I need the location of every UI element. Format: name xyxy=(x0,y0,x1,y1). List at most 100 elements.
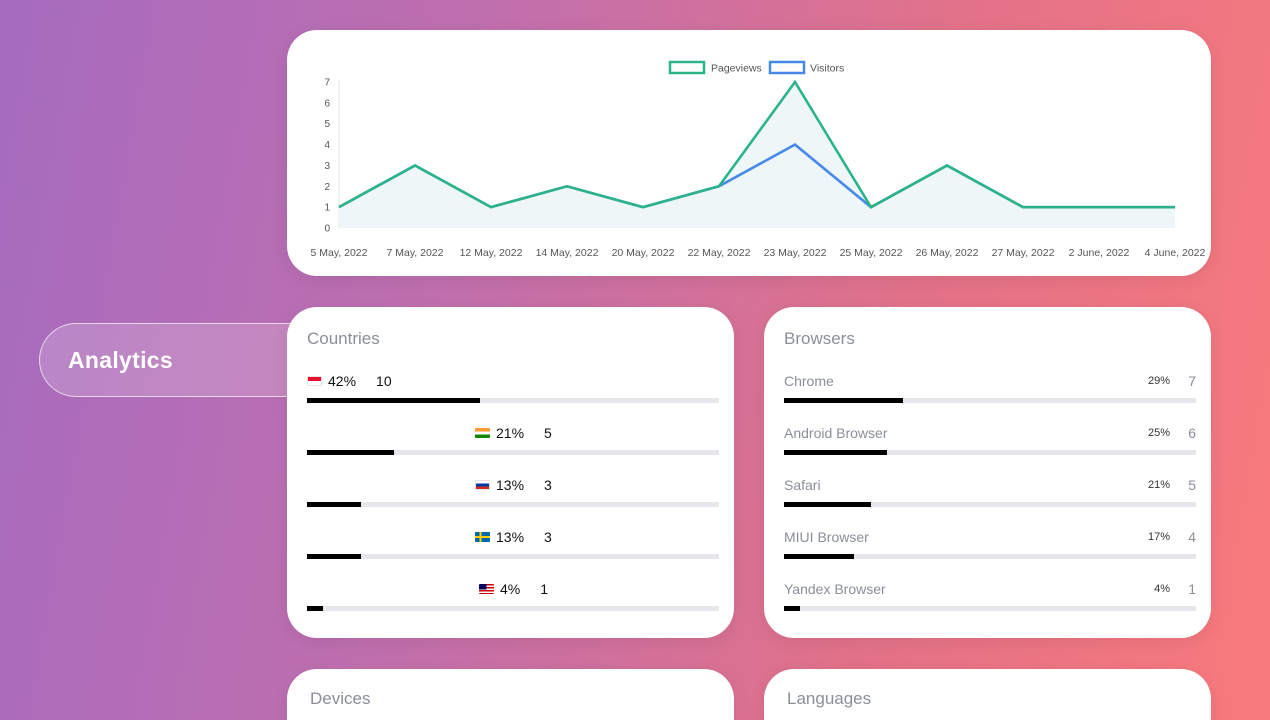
browser-name: Safari xyxy=(784,477,821,493)
country-count: 3 xyxy=(544,477,552,493)
country-bar-track xyxy=(307,450,719,455)
country-bar-track xyxy=(307,502,719,507)
browser-percent: 21% xyxy=(1147,479,1170,491)
browsers-card: Browsers Chrome 29% 7 Android Browser 25… xyxy=(764,307,1211,638)
browser-percent: 25% xyxy=(1147,427,1170,439)
browsers-title: Browsers xyxy=(784,329,855,348)
browser-row[interactable]: MIUI Browser 17% 4 xyxy=(784,529,1196,559)
country-info: 4% 1 xyxy=(479,581,548,597)
country-bar-fill xyxy=(307,554,361,559)
malaysia-flag-icon xyxy=(479,584,494,594)
visitors-legend-swatch xyxy=(768,60,806,75)
country-percent: 42% xyxy=(328,373,357,389)
traffic-line-chart: 0 1 2 3 4 5 6 7 5 May, 2022 7 May, 2022 12 May, 20… xyxy=(310,60,1206,259)
y-tick-label: 1 xyxy=(324,203,330,214)
pageviews-legend-swatch xyxy=(668,60,706,75)
browser-bar-fill xyxy=(784,606,801,611)
x-tick-label: 23 May, 2022 xyxy=(764,247,827,259)
country-count: 5 xyxy=(544,425,552,441)
y-tick-label: 3 xyxy=(324,161,330,172)
country-info: 21% 5 xyxy=(475,425,552,441)
browser-bar-track xyxy=(784,502,1196,507)
y-tick-label: 6 xyxy=(324,98,330,109)
russia-flag-icon xyxy=(475,480,490,490)
browser-count: 5 xyxy=(1188,477,1196,493)
x-tick-label: 20 May, 2022 xyxy=(612,247,675,259)
x-tick-label: 12 May, 2022 xyxy=(460,247,523,259)
y-tick-label: 7 xyxy=(324,78,330,89)
browser-name: Android Browser xyxy=(784,425,888,441)
y-tick-label: 2 xyxy=(324,182,330,193)
browser-bar-fill xyxy=(784,450,887,455)
country-info: 13% 3 xyxy=(475,477,552,493)
country-bar-track xyxy=(307,554,719,559)
country-count: 1 xyxy=(540,581,549,597)
country-percent: 13% xyxy=(496,477,525,493)
browser-bar-fill xyxy=(784,554,855,559)
country-info: 13% 3 xyxy=(475,529,552,545)
x-tick-label: 4 June, 2022 xyxy=(1145,247,1206,259)
browser-count: 4 xyxy=(1188,529,1196,545)
country-bar-track xyxy=(307,606,719,611)
x-tick-label: 25 May, 2022 xyxy=(840,247,903,259)
country-bar-track xyxy=(307,398,719,403)
country-count: 3 xyxy=(544,529,552,545)
country-row[interactable]: 13% 3 xyxy=(307,529,719,559)
x-tick-label: 26 May, 2022 xyxy=(916,247,979,259)
country-info: 42% 10 xyxy=(307,373,392,389)
x-tick-label: 22 May, 2022 xyxy=(688,247,751,259)
languages-card: Languages xyxy=(764,669,1211,720)
browser-bar-track xyxy=(784,450,1196,455)
country-percent: 21% xyxy=(496,425,525,441)
browser-row[interactable]: Android Browser 25% 6 xyxy=(784,425,1196,455)
browser-count: 7 xyxy=(1188,373,1196,389)
pageviews-line xyxy=(338,79,1175,209)
pageviews-area xyxy=(339,82,1175,228)
y-tick-label: 0 xyxy=(324,224,330,235)
browser-percent: 29% xyxy=(1147,375,1170,387)
browser-bar-fill xyxy=(784,398,904,403)
visitors-legend-label: Visitors xyxy=(810,63,844,75)
browser-count: 6 xyxy=(1188,425,1196,441)
browser-row[interactable]: Yandex Browser 4% 1 xyxy=(784,581,1196,611)
country-row[interactable]: 13% 3 xyxy=(307,477,719,507)
x-tick-label: 5 May, 2022 xyxy=(310,247,367,259)
browser-percent: 4% xyxy=(1154,583,1170,595)
browser-percent: 17% xyxy=(1147,531,1170,543)
country-percent: 4% xyxy=(500,581,521,597)
pageviews-legend-label: Pageviews xyxy=(711,63,762,75)
country-bar-fill xyxy=(307,502,361,507)
country-bar-fill xyxy=(307,606,324,611)
y-tick-label: 5 xyxy=(324,119,330,130)
x-tick-label: 14 May, 2022 xyxy=(536,247,599,259)
traffic-chart-card: 0 1 2 3 4 5 6 7 5 May, 2022 7 May, 2022 12 May, 20… xyxy=(287,30,1211,276)
india-flag-icon xyxy=(475,428,490,438)
indonesia-flag-icon xyxy=(307,376,322,386)
x-tick-label: 27 May, 2022 xyxy=(992,247,1055,259)
browser-name: Yandex Browser xyxy=(784,581,886,597)
country-count: 10 xyxy=(376,373,392,389)
devices-card: Devices xyxy=(287,669,734,720)
countries-title: Countries xyxy=(307,329,380,348)
browser-row[interactable]: Safari 21% 5 xyxy=(784,477,1196,507)
browser-name: MIUI Browser xyxy=(784,529,869,545)
browser-count: 1 xyxy=(1188,581,1196,597)
y-tick-label: 4 xyxy=(324,140,330,151)
languages-title: Languages xyxy=(787,689,872,708)
x-tick-label: 7 May, 2022 xyxy=(386,247,443,259)
country-row[interactable]: 4% 1 xyxy=(307,581,719,611)
x-tick-label: 2 June, 2022 xyxy=(1069,247,1130,259)
browser-row[interactable]: Chrome 29% 7 xyxy=(784,373,1196,403)
browser-bar-track xyxy=(784,606,1196,611)
country-bar-fill xyxy=(307,398,481,403)
sweden-flag-icon xyxy=(475,532,490,542)
country-row[interactable]: 42% 10 xyxy=(307,373,719,403)
devices-title: Devices xyxy=(310,689,371,708)
country-percent: 13% xyxy=(496,529,525,545)
browser-bar-track xyxy=(784,554,1196,559)
country-row[interactable]: 21% 5 xyxy=(307,425,719,455)
browser-bar-fill xyxy=(784,502,871,507)
browser-bar-track xyxy=(784,398,1196,403)
countries-card: Countries 42% 10 21% 5 13% 3 xyxy=(287,307,734,638)
browser-name: Chrome xyxy=(784,373,834,389)
